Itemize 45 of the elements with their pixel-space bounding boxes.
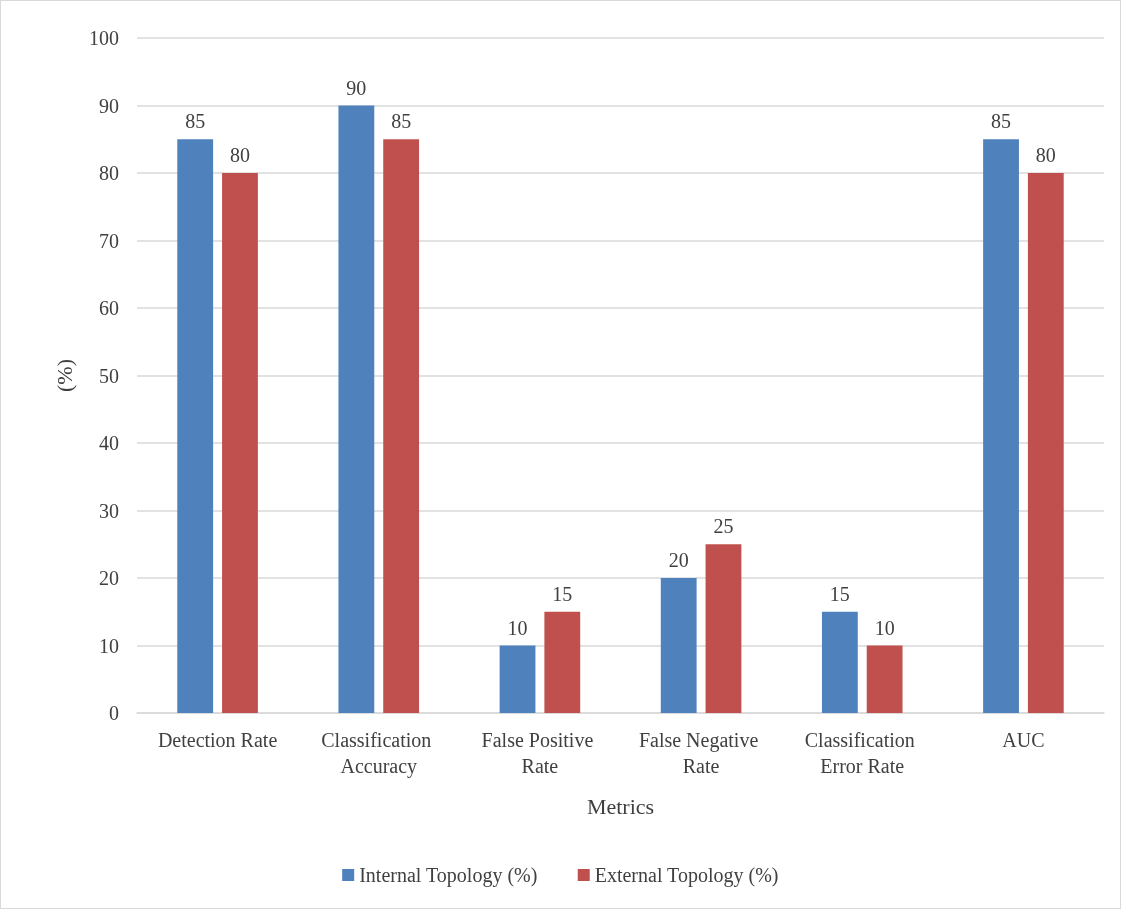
bar — [338, 105, 375, 713]
data-label: 80 — [1035, 144, 1056, 166]
x-axis-title: Metrics — [586, 793, 655, 819]
data-label: 25 — [713, 515, 734, 538]
bar — [499, 645, 536, 713]
data-label: 85 — [391, 110, 412, 133]
bar — [660, 578, 697, 713]
bar — [544, 611, 581, 713]
data-label: 90 — [346, 76, 367, 99]
data-label: 10 — [874, 616, 895, 639]
y-tick-label: 80 — [99, 162, 119, 184]
x-tick-label: False Positive Rate — [481, 729, 599, 777]
bar — [383, 139, 420, 713]
bar — [705, 544, 742, 713]
y-tick-label: 100 — [89, 27, 119, 49]
data-label: 20 — [668, 549, 689, 571]
bar — [1027, 173, 1064, 713]
x-tick-label: Detection Rate — [157, 729, 278, 751]
y-tick-label: 60 — [99, 297, 119, 319]
legend-label: External Topology (%) — [594, 864, 779, 887]
y-axis-title: (%) — [51, 359, 77, 392]
y-tick-label: 30 — [99, 499, 119, 522]
bar — [821, 611, 858, 713]
bar — [866, 645, 903, 713]
data-label: 15 — [829, 582, 850, 605]
y-tick-label: 50 — [99, 364, 119, 387]
y-tick-label: 40 — [99, 432, 119, 454]
legend-label: Internal Topology (%) — [359, 864, 538, 887]
x-tick-label: AUC — [1002, 729, 1045, 751]
y-tick-label: 0 — [109, 702, 119, 724]
data-label: 15 — [552, 582, 573, 605]
bar — [983, 139, 1019, 713]
x-tick-label: False Negative Rate — [638, 729, 764, 777]
data-label: 10 — [507, 616, 528, 639]
x-tick-label: Classification Accuracy — [321, 729, 437, 778]
data-label: 80 — [229, 144, 250, 166]
bar — [177, 139, 214, 713]
y-tick-label: 70 — [99, 229, 119, 252]
data-label: 85 — [991, 110, 1012, 133]
data-label: 85 — [185, 110, 206, 133]
y-tick-label: 10 — [99, 634, 119, 657]
x-tick-label: Classification Error Rate — [804, 729, 920, 777]
y-tick-label: 20 — [99, 567, 119, 589]
y-tick-label: 90 — [99, 94, 119, 117]
bar — [222, 173, 258, 713]
